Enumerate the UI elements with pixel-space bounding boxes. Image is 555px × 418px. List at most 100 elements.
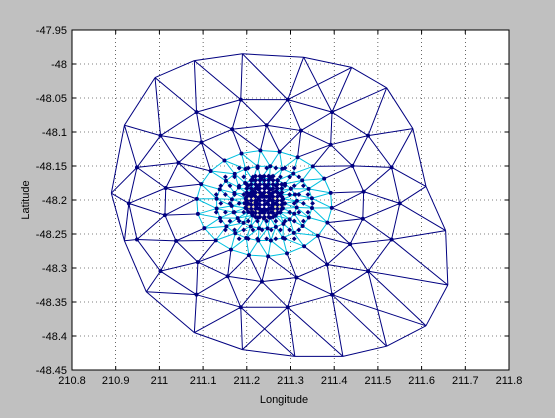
mesh-edge bbox=[197, 240, 217, 263]
mesh-edge bbox=[266, 124, 301, 132]
mesh-edge bbox=[287, 294, 333, 308]
mesh-edge bbox=[196, 184, 202, 200]
mesh-node bbox=[287, 192, 293, 197]
mesh-edge bbox=[242, 53, 289, 100]
mesh-node bbox=[241, 209, 247, 215]
mesh-edge bbox=[136, 166, 167, 189]
mesh-node bbox=[274, 198, 280, 204]
mesh-node bbox=[309, 206, 314, 211]
mesh-node bbox=[270, 202, 276, 208]
mesh-node bbox=[261, 194, 267, 200]
mesh-edge bbox=[327, 218, 363, 224]
mesh-edge bbox=[391, 128, 414, 168]
mesh-edge bbox=[386, 325, 427, 347]
mesh-edge bbox=[145, 291, 195, 333]
mesh-edge bbox=[160, 270, 197, 296]
mesh-edge bbox=[193, 294, 198, 333]
mesh-node bbox=[274, 202, 280, 208]
mesh-node bbox=[348, 242, 353, 247]
mesh-node bbox=[257, 173, 263, 179]
mesh-node bbox=[330, 110, 335, 115]
mesh-node bbox=[268, 164, 273, 169]
mesh-node bbox=[322, 176, 327, 181]
mesh-edge bbox=[204, 227, 217, 241]
mesh-node bbox=[294, 198, 299, 203]
mesh-node bbox=[291, 218, 297, 224]
mesh-edge bbox=[123, 125, 138, 168]
mesh-node bbox=[279, 189, 285, 196]
mesh-edge bbox=[231, 128, 261, 151]
mesh-node bbox=[273, 165, 279, 171]
mesh-edge bbox=[331, 191, 364, 209]
mesh-node bbox=[248, 206, 254, 212]
mesh-edge bbox=[312, 165, 353, 167]
mesh-edge bbox=[289, 218, 303, 227]
mesh-node bbox=[252, 185, 259, 192]
mesh-edge bbox=[196, 111, 233, 130]
mesh-node bbox=[330, 292, 335, 297]
mesh-edge bbox=[234, 173, 246, 184]
mesh-node bbox=[270, 214, 276, 220]
mesh-node bbox=[261, 202, 267, 208]
mesh-edge bbox=[331, 294, 387, 347]
mesh-edge bbox=[224, 160, 236, 175]
mesh-edge bbox=[210, 170, 227, 182]
mesh-edge bbox=[268, 252, 288, 257]
mesh-edge bbox=[261, 276, 297, 283]
mesh-edge bbox=[412, 128, 427, 187]
mesh-edge bbox=[266, 125, 281, 152]
mesh-edge bbox=[330, 191, 364, 194]
mesh-node bbox=[305, 192, 311, 197]
mesh-edge bbox=[326, 207, 333, 223]
mesh-node bbox=[257, 198, 263, 204]
mesh-edge bbox=[210, 160, 225, 172]
mesh-node bbox=[300, 201, 306, 206]
mesh-edge bbox=[391, 239, 449, 286]
mesh-node bbox=[255, 218, 260, 224]
mesh-edge bbox=[331, 207, 363, 220]
mesh-node bbox=[274, 210, 280, 216]
mesh-edge bbox=[196, 262, 199, 295]
mesh-node bbox=[325, 262, 330, 267]
mesh-edge bbox=[124, 124, 161, 137]
x-axis-title: Longitude bbox=[260, 394, 308, 406]
mesh-node bbox=[273, 218, 279, 224]
mesh-node bbox=[291, 165, 297, 171]
mesh-edge bbox=[296, 197, 312, 202]
mesh-edge bbox=[226, 217, 238, 227]
mesh-edge bbox=[136, 214, 166, 240]
mesh-node bbox=[222, 192, 228, 197]
mesh-node bbox=[238, 305, 243, 310]
mesh-node bbox=[282, 236, 288, 242]
mesh-node bbox=[274, 206, 280, 212]
mesh-node bbox=[257, 214, 263, 220]
mesh-edge bbox=[248, 254, 269, 257]
mesh-node bbox=[199, 182, 204, 187]
mesh-edge bbox=[312, 166, 325, 179]
mesh-edge bbox=[362, 191, 365, 219]
mesh-edge bbox=[245, 226, 252, 239]
mesh-node bbox=[244, 189, 250, 196]
mesh-node bbox=[306, 215, 311, 220]
mesh-edge bbox=[330, 192, 333, 208]
mesh-edge bbox=[286, 245, 305, 254]
mesh-edge bbox=[330, 135, 369, 146]
mesh-edge bbox=[164, 187, 167, 216]
mesh-edge bbox=[267, 228, 272, 241]
mesh-node bbox=[195, 260, 200, 265]
mesh-edge bbox=[279, 130, 302, 153]
mesh-edge bbox=[296, 206, 313, 209]
mesh-edge bbox=[317, 235, 328, 265]
mesh-edge bbox=[308, 216, 328, 224]
mesh-node bbox=[287, 209, 293, 215]
mesh-node bbox=[266, 254, 271, 259]
mesh-edge bbox=[165, 162, 179, 189]
mesh-node bbox=[261, 189, 267, 196]
mesh-node bbox=[222, 227, 228, 233]
mesh-node bbox=[266, 194, 272, 200]
y-tick-label: -48.2 bbox=[42, 195, 67, 207]
mesh-edge bbox=[196, 294, 241, 308]
mesh-node bbox=[214, 196, 219, 201]
mesh-edge bbox=[302, 225, 319, 237]
y-tick-label: -48.05 bbox=[36, 93, 67, 105]
